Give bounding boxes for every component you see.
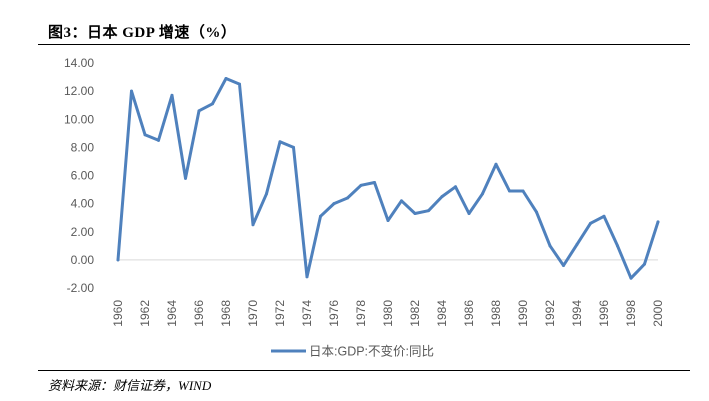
data-point-1998 xyxy=(629,276,633,280)
data-point-1960 xyxy=(116,258,120,262)
data-point-1992 xyxy=(548,244,552,248)
y-tick-label: 12.00 xyxy=(64,84,94,98)
data-point-1974 xyxy=(305,275,309,279)
data-point-1991 xyxy=(535,210,538,214)
y-tick-label: 0.00 xyxy=(71,253,95,267)
x-tick-label: 1978 xyxy=(354,300,368,327)
data-point-1987 xyxy=(481,192,484,196)
x-tick-label: 1988 xyxy=(489,300,503,327)
y-tick-label: 4.00 xyxy=(71,197,95,211)
data-point-1977 xyxy=(346,196,349,200)
data-point-1979 xyxy=(373,181,376,185)
data-point-1967 xyxy=(211,102,214,106)
bottom-rule xyxy=(38,370,690,371)
data-points xyxy=(116,76,660,280)
data-point-1962 xyxy=(143,133,147,137)
data-point-1972 xyxy=(278,140,282,144)
y-tick-label: 6.00 xyxy=(71,169,95,183)
data-point-1971 xyxy=(265,192,268,196)
data-point-1985 xyxy=(454,185,457,189)
x-axis-labels: 1960 1962 1964 1966 1968 1970 1972 1974 1976 1978… xyxy=(111,300,665,327)
data-point-1980 xyxy=(386,219,390,222)
legend-label: 日本:GDP:不变价:同比 xyxy=(309,344,434,359)
x-tick-label: 1972 xyxy=(273,300,287,327)
x-tick-label: 1984 xyxy=(435,300,449,327)
data-point-1964 xyxy=(170,93,174,97)
y-tick-label: 10.00 xyxy=(64,112,94,126)
source-note: 资料来源：财信证券，WIND xyxy=(48,378,212,393)
x-tick-label: 2000 xyxy=(651,300,665,327)
data-point-1978 xyxy=(359,183,363,187)
x-tick-label: 1982 xyxy=(408,300,422,327)
y-axis-labels: -2.00 0.00 2.00 4.00 6.00 8.00 10.00 12.00 14.00 xyxy=(64,56,94,295)
x-tick-label: 1994 xyxy=(570,300,584,327)
data-point-1965 xyxy=(184,176,187,180)
x-tick-label: 1970 xyxy=(246,300,260,327)
x-tick-label: 1992 xyxy=(543,300,557,327)
data-point-1966 xyxy=(197,109,201,113)
data-point-1973 xyxy=(292,145,295,149)
x-tick-label: 1964 xyxy=(165,300,179,327)
x-tick-label: 1980 xyxy=(381,300,395,327)
data-point-1996 xyxy=(602,214,606,218)
figure-title: 图3：日本 GDP 增速（%） xyxy=(48,25,237,41)
data-point-1961 xyxy=(130,89,133,93)
data-point-1997 xyxy=(616,244,619,248)
data-point-1968 xyxy=(224,76,228,80)
data-point-1976 xyxy=(332,202,336,206)
data-point-2000 xyxy=(656,220,660,224)
data-point-1963 xyxy=(157,138,160,142)
data-point-1990 xyxy=(521,189,525,193)
x-tick-label: 1974 xyxy=(300,300,314,327)
data-point-1983 xyxy=(427,209,430,213)
x-tick-label: 1976 xyxy=(327,300,341,327)
data-point-1994 xyxy=(575,242,579,246)
data-point-1970 xyxy=(251,223,255,227)
x-tick-label: 1986 xyxy=(462,300,476,327)
data-point-1981 xyxy=(400,199,403,203)
legend: 日本:GDP:不变价:同比 xyxy=(271,344,434,359)
x-tick-label: 1962 xyxy=(138,300,152,327)
top-rule xyxy=(38,44,690,45)
data-point-1982 xyxy=(413,211,417,215)
x-tick-label: 1998 xyxy=(624,300,638,327)
data-point-1989 xyxy=(508,189,511,193)
data-point-1986 xyxy=(467,211,471,215)
data-point-1988 xyxy=(494,162,498,166)
x-tick-label: 1960 xyxy=(111,300,125,327)
y-tick-label: 8.00 xyxy=(71,140,95,154)
x-tick-label: 1996 xyxy=(597,300,611,327)
y-tick-label: -2.00 xyxy=(67,281,95,295)
data-point-1975 xyxy=(319,214,322,218)
x-tick-label: 1966 xyxy=(192,300,206,327)
data-point-1993 xyxy=(562,264,565,267)
y-tick-label: 14.00 xyxy=(64,56,94,70)
x-tick-label: 1968 xyxy=(219,300,233,327)
data-point-1999 xyxy=(643,262,646,266)
data-point-1969 xyxy=(238,82,241,86)
data-point-1984 xyxy=(440,195,444,199)
series-line-japan-gdp xyxy=(116,77,660,280)
data-point-1995 xyxy=(589,221,592,225)
x-tick-label: 1990 xyxy=(516,300,530,327)
y-tick-label: 2.00 xyxy=(71,225,95,239)
